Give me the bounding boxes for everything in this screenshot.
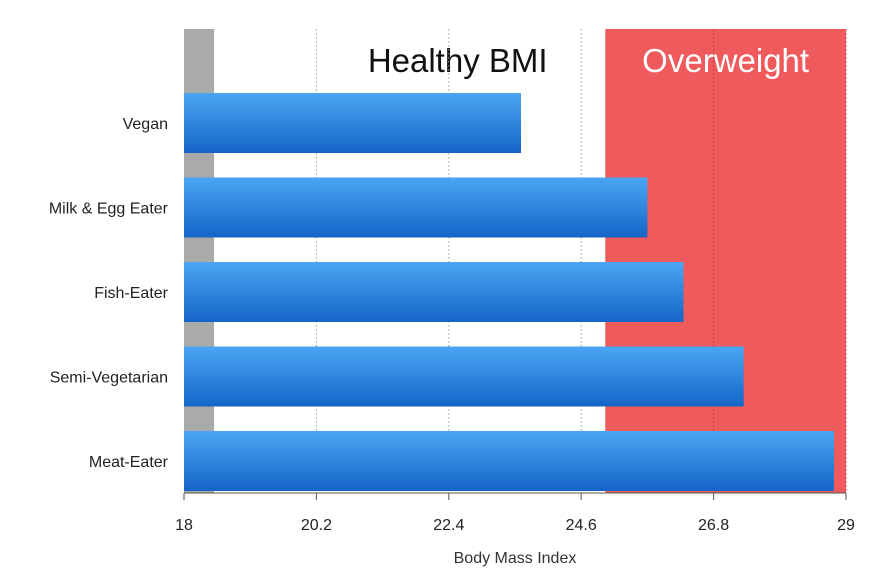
category-label-meat-eater: Meat-Eater: [89, 454, 169, 471]
x-tick-label: 24.6: [566, 517, 597, 534]
healthy-bmi-label: Healthy BMI: [368, 42, 548, 79]
category-label-milk-egg-eater: Milk & Egg Eater: [49, 201, 169, 218]
x-tick-label: 26.8: [698, 517, 729, 534]
overweight-band: [605, 29, 846, 493]
x-tick-label: 22.4: [433, 517, 464, 534]
bar-milk-egg-eater: [184, 177, 648, 238]
x-tick-label: 20.2: [301, 517, 332, 534]
bar-fish-eater: [184, 262, 684, 322]
x-tick-label: 18: [175, 517, 193, 534]
bar-meat-eater: [184, 431, 834, 491]
bar-vegan: [184, 93, 522, 153]
category-label-semi-vegetarian: Semi-Vegetarian: [50, 370, 168, 387]
bar-semi-vegetarian: [184, 346, 744, 407]
x-tick-label: 29: [837, 517, 855, 534]
category-label-fish-eater: Fish-Eater: [94, 285, 168, 302]
category-label-vegan: Vegan: [123, 116, 168, 133]
overweight-label: Overweight: [642, 42, 809, 79]
x-axis-title: Body Mass Index: [454, 550, 577, 567]
